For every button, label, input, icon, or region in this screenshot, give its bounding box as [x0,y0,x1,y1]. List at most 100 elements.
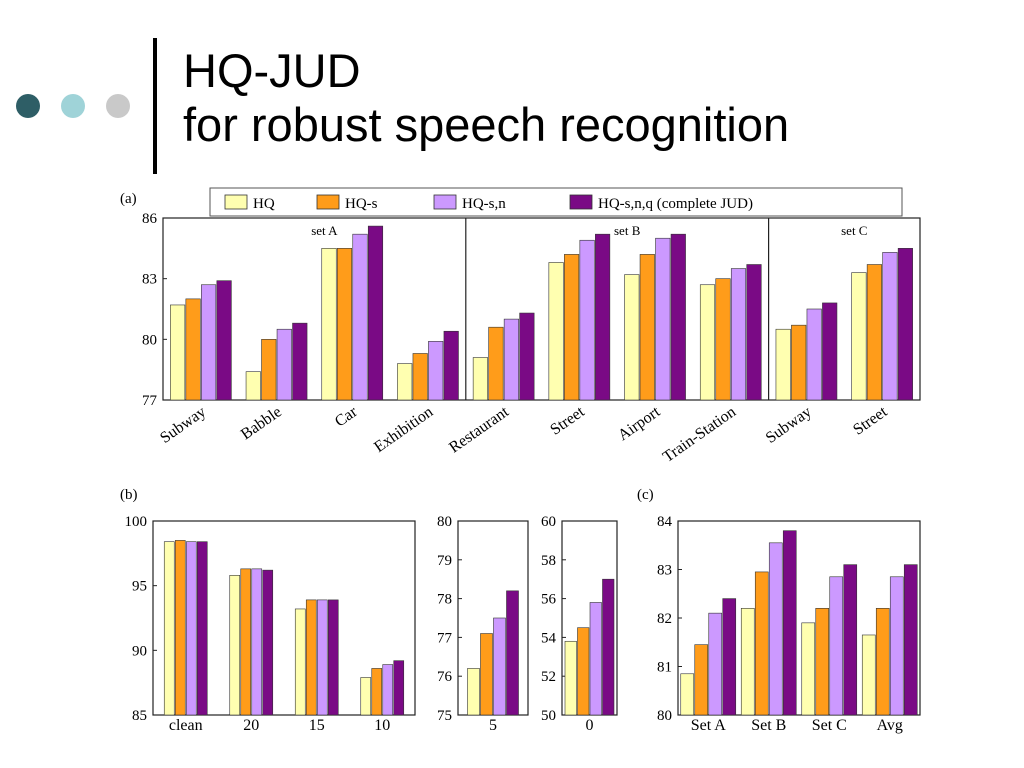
bar [467,668,480,716]
category-label: Subway [763,403,815,447]
bar [861,634,876,716]
bar [261,339,277,401]
bar [708,612,723,716]
plot-frame [561,520,618,716]
y-tick-label: 86 [142,211,158,227]
title-divider [153,38,157,174]
category-label: Set B [751,717,786,734]
dot-dark-icon [16,94,40,118]
category-label: 5 [489,717,497,734]
bar [579,239,595,401]
bar [174,540,186,716]
bar [806,308,822,401]
bar [262,569,274,716]
category-label: Babble [238,403,285,443]
category-label: Restaurant [446,403,512,456]
category-label: 20 [243,717,259,734]
bar [746,264,762,401]
legend-label-hq-s-n: HQ-s,n [462,196,506,212]
bar [428,341,444,401]
group-label: set B [614,223,641,238]
y-tick-label: 83 [142,272,157,288]
bar [327,599,339,716]
bar [829,576,844,716]
bar [305,599,317,716]
category-label: clean [169,717,203,734]
legend-label-hq-s-n-q: HQ-s,n,q (complete JUD) [598,196,753,212]
dot-grey-icon [106,94,130,118]
y-tick-label: 84 [657,514,673,530]
y-tick-label: 77 [437,630,453,646]
bar [875,607,890,716]
category-label: Train-Station [660,403,739,466]
category-label: Car [332,403,361,431]
bar [639,254,655,401]
bar [488,326,504,401]
bar [185,298,201,401]
bar [245,371,261,401]
category-label: Subway [157,403,209,447]
bar [276,328,292,401]
y-tick-label: 78 [437,592,452,608]
bar [294,608,306,716]
bar [699,284,716,401]
bar [216,280,232,401]
bar [201,284,217,401]
bar [897,248,913,401]
y-tick-label: 58 [541,553,556,569]
y-tick-label: 80 [657,708,672,724]
bar [589,602,602,716]
y-tick-label: 75 [437,708,452,724]
bar [722,598,737,716]
bar [851,272,867,401]
bar [472,357,488,401]
bar [352,233,368,401]
legend-label-hq-s: HQ-s [345,196,378,212]
bar [316,599,328,716]
y-tick-label: 90 [132,643,147,659]
legend-swatch-hq [224,194,248,210]
legend-swatch-hq-s-n [433,194,457,210]
legend-swatch-hq-s-n-q [569,194,593,210]
bar [843,564,858,716]
category-label: Set A [691,717,727,734]
bar [680,673,695,716]
panel-label-b: (b) [120,487,138,503]
category-label: Set C [812,717,847,734]
y-tick-label: 60 [541,514,556,530]
bar [336,248,353,401]
legend-label-hq: HQ [253,196,275,212]
bar [595,233,611,401]
plot-frame [152,520,416,716]
bar [754,571,769,716]
category-label: Street [850,403,891,439]
y-tick-label: 52 [541,669,556,685]
y-tick-label: 56 [541,592,557,608]
group-label: set A [311,223,338,238]
bar [564,254,580,401]
bar [393,660,405,716]
bar [624,274,640,401]
bar [670,233,686,401]
y-tick-label: 83 [657,563,672,579]
chart-panel-4: 80 81 82 83 84 Set A Set B Set C Avg [657,514,921,734]
bar [412,353,428,401]
bar [321,248,337,401]
legend-frame [209,187,903,217]
legend: HQ HQ-s HQ-s,n HQ-s,n,q (complete JUD) [209,187,903,217]
bar [889,576,904,716]
bar [791,324,807,401]
slide-title: HQ-JUD for robust speech recognition [183,44,789,152]
bar [163,541,175,716]
plot-frame [457,520,529,716]
y-tick-label: 85 [132,708,147,724]
bar [815,607,830,716]
bar [577,627,590,716]
category-label: 10 [374,717,390,734]
category-label: 15 [309,717,325,734]
bar [292,322,308,401]
bar [185,541,197,716]
category-label: Exhibition [371,403,436,456]
bar [251,568,263,716]
